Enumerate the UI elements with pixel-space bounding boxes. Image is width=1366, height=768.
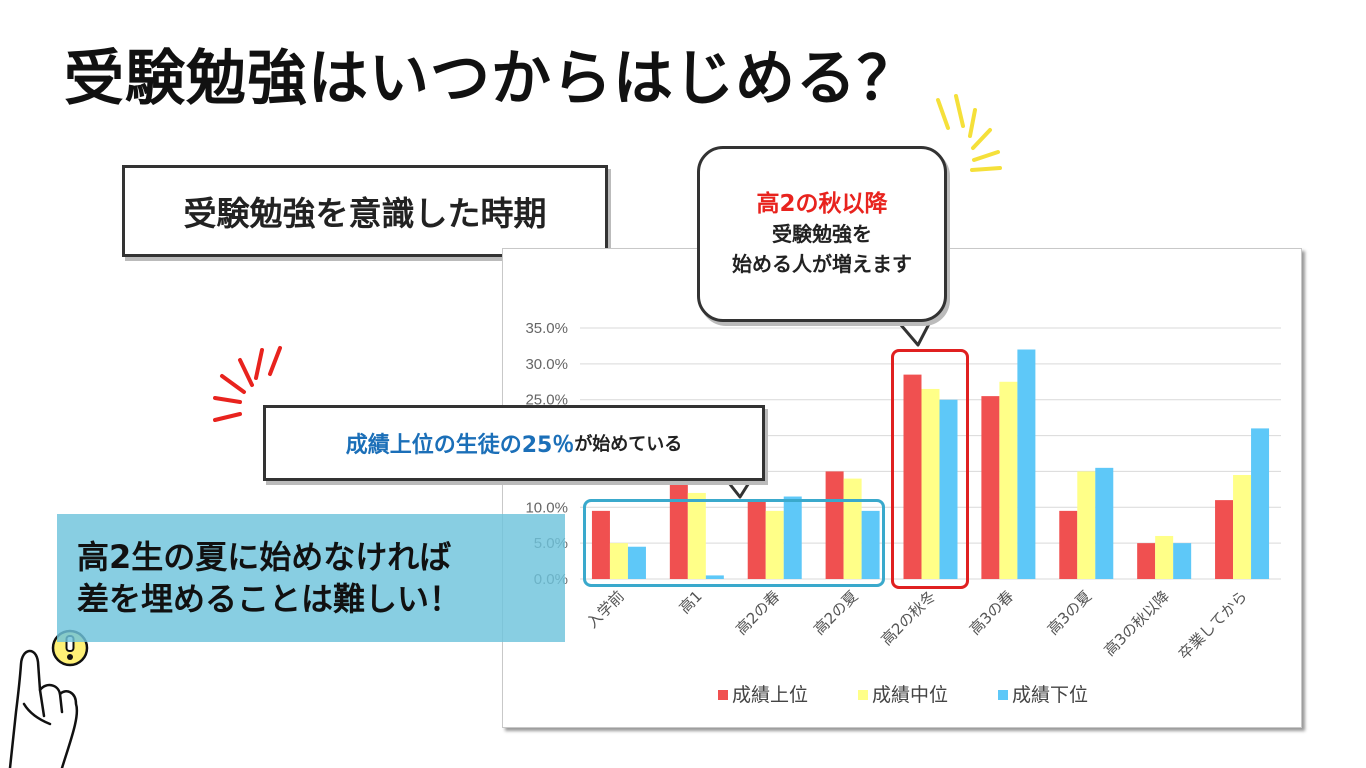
highlight-box-red bbox=[891, 349, 969, 589]
x-tick-label: 高1 bbox=[676, 587, 706, 617]
speech-bubble-top: 高2の秋以降 受験勉強を 始める人が増えます bbox=[697, 146, 947, 322]
burst-lines-yellow bbox=[936, 94, 1002, 172]
legend-swatch bbox=[998, 690, 1008, 700]
bar bbox=[747, 500, 766, 579]
x-tick-label: 高2の夏 bbox=[810, 587, 861, 638]
x-tick-label: 高3の春 bbox=[966, 587, 1017, 638]
bar bbox=[1251, 428, 1270, 579]
y-tick-label: 30.0% bbox=[525, 356, 568, 373]
y-tick-label: 35.0% bbox=[525, 320, 568, 337]
legend-label: 成績中位 bbox=[872, 684, 948, 706]
bar bbox=[609, 543, 628, 579]
bar bbox=[1077, 471, 1096, 579]
bar bbox=[1155, 535, 1174, 579]
x-tick-label: 卒業してから bbox=[1175, 587, 1251, 663]
bar bbox=[1137, 543, 1156, 579]
bar bbox=[1017, 349, 1036, 579]
legend-label: 成績上位 bbox=[732, 684, 808, 706]
x-tick-label: 高3の秋以降 bbox=[1100, 587, 1173, 660]
highlight-box-blue bbox=[583, 499, 885, 587]
legend-swatch bbox=[858, 690, 868, 700]
x-tick-label: 高2の春 bbox=[732, 587, 783, 638]
bar bbox=[1215, 500, 1234, 579]
x-tick-label: 入学前 bbox=[583, 587, 628, 632]
x-tick-label: 高2の秋冬 bbox=[877, 587, 939, 649]
callout-line1: 高2生の夏に始めなければ bbox=[77, 538, 452, 576]
bar bbox=[687, 492, 706, 579]
bar bbox=[861, 510, 880, 579]
bar bbox=[825, 471, 844, 579]
callout-line2: 差を埋めることは難しい！ bbox=[77, 580, 462, 618]
bar bbox=[939, 399, 958, 579]
speech-bubble-mid: 成績上位の生徒の25％ が始めている bbox=[263, 405, 765, 481]
bar bbox=[1173, 543, 1192, 579]
bar bbox=[903, 374, 922, 579]
bar bbox=[1059, 510, 1078, 579]
legend-label: 成績下位 bbox=[1012, 684, 1088, 706]
bar bbox=[627, 546, 646, 579]
bar bbox=[999, 381, 1018, 579]
bubble-top-line3: 始める人が増えます bbox=[732, 252, 912, 276]
chart-subtitle: 受験勉強を意識した時期 bbox=[183, 194, 547, 233]
bar bbox=[705, 575, 724, 579]
bar bbox=[765, 510, 784, 579]
y-tick-label: 25.0% bbox=[525, 392, 568, 409]
bar bbox=[1095, 467, 1114, 579]
bar bbox=[669, 460, 688, 579]
x-tick-label: 高3の夏 bbox=[1044, 587, 1095, 638]
bar bbox=[981, 396, 1000, 579]
chart-subtitle-box: 受験勉強を意識した時期 bbox=[122, 165, 608, 257]
legend-swatch bbox=[718, 690, 728, 700]
bar bbox=[1233, 475, 1252, 579]
bubble-mid-rest: が始めている bbox=[574, 434, 683, 455]
bubble-top-line2: 受験勉強を bbox=[772, 222, 872, 246]
bar bbox=[921, 388, 940, 579]
page-title: 受験勉強はいつからはじめる？ bbox=[64, 44, 918, 114]
bar bbox=[843, 478, 862, 579]
bar bbox=[591, 510, 610, 579]
y-tick-label: 10.0% bbox=[525, 499, 568, 516]
callout-banner: 高2生の夏に始めなければ 差を埋めることは難しい！ bbox=[57, 514, 565, 642]
bar bbox=[783, 496, 802, 579]
bubble-mid-highlight: 成績上位の生徒の25％ bbox=[345, 433, 575, 458]
bubble-top-headline: 高2の秋以降 bbox=[756, 191, 888, 217]
pointing-hand-icon bbox=[8, 649, 79, 768]
